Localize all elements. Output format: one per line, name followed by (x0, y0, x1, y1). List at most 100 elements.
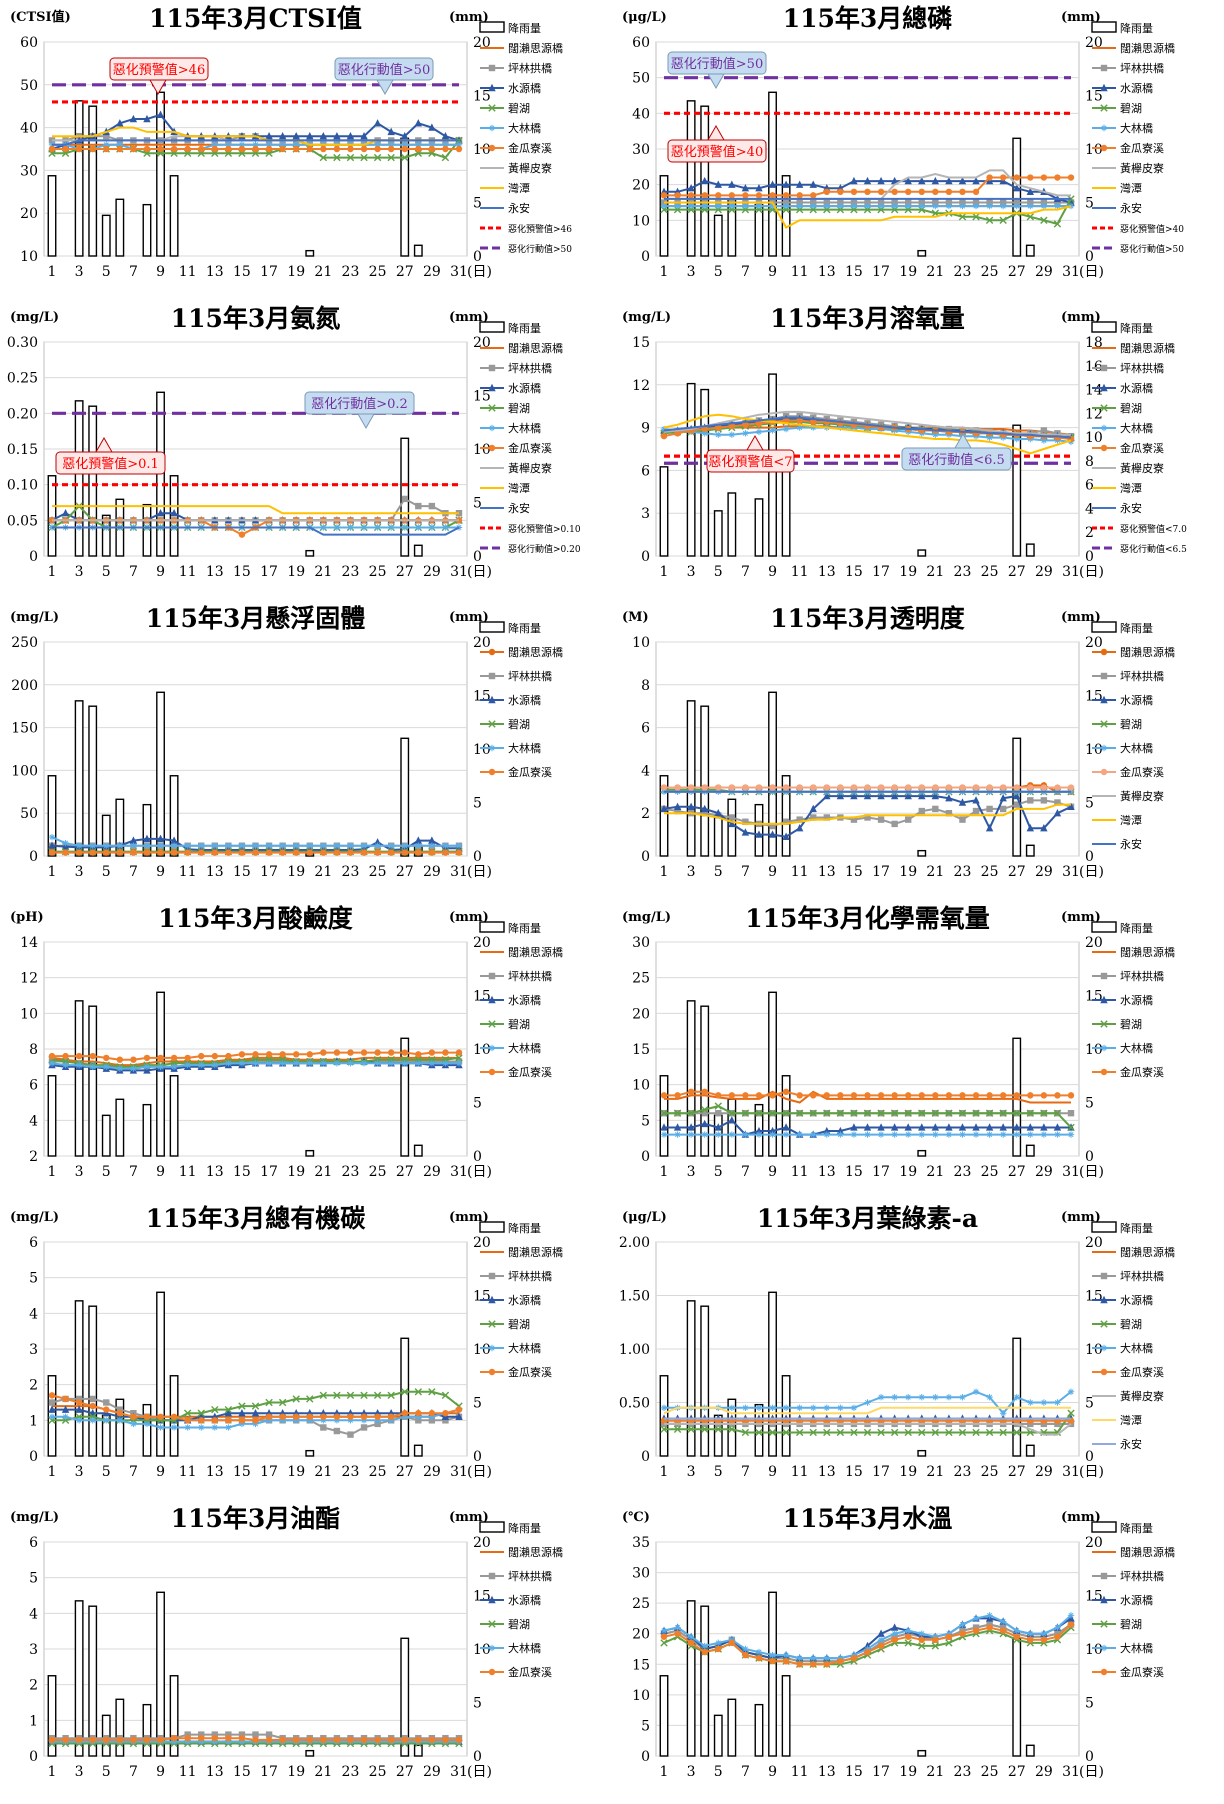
data-point (143, 145, 151, 153)
data-point (959, 784, 966, 791)
data-point (441, 131, 450, 140)
rain-tick-label: 0 (1085, 1749, 1094, 1765)
data-point (1054, 1624, 1061, 1631)
data-point (986, 1092, 993, 1099)
series-5 (48, 145, 463, 153)
legend-label: 金瓜寮溪 (1120, 765, 1164, 779)
legend-marker (1100, 768, 1108, 776)
chart-ph: 115年3月酸鹼度 (pH) (mm) 2 4 6 8 10 12 14 0 5 10 15 20 1 3 5 7 9… (0, 900, 612, 1204)
legend-rain-swatch (1091, 1221, 1117, 1233)
data-point (673, 802, 682, 810)
legend-label: 永安 (508, 201, 530, 215)
data-point (374, 1417, 381, 1424)
x-tick-label: 25 (369, 264, 387, 280)
data-point (184, 1417, 191, 1424)
y-unit-label: (pH) (10, 910, 44, 925)
legend-marker (1100, 1595, 1108, 1604)
data-point (823, 1131, 830, 1138)
legend-marker (1100, 1644, 1108, 1652)
data-point (252, 1060, 259, 1067)
data-point (103, 1417, 110, 1424)
chart-ctsi: 115年3月CTSI值 (CTSI值) (mm) 10 20 30 40 50 60 0 5 10 15… (0, 0, 612, 304)
rain-bar (727, 1398, 737, 1457)
series-line (663, 416, 1072, 439)
legend-label: 闊瀨思源橋 (1120, 341, 1175, 355)
data-point (728, 784, 736, 791)
rain-tick-label: 5 (1085, 1396, 1094, 1412)
data-point (252, 145, 259, 153)
data-point (224, 1409, 233, 1417)
data-point (891, 1393, 898, 1401)
data-point (972, 213, 980, 221)
data-point (837, 1658, 844, 1665)
legend-marker (1100, 144, 1108, 152)
data-point (103, 1054, 110, 1062)
y-tick-label: 1.50 (619, 1289, 650, 1305)
data-point (810, 192, 817, 199)
data-point (265, 1417, 273, 1424)
series-line (663, 1406, 1071, 1415)
legend-label: 金瓜寮溪 (1120, 1065, 1164, 1079)
x-tick-label: 17 (872, 564, 890, 580)
data-point (401, 1049, 408, 1056)
data-point (1026, 213, 1034, 221)
chart-title: 115年3月水溫 (783, 1504, 953, 1533)
data-point (279, 145, 286, 153)
data-point (891, 1630, 898, 1637)
data-point (932, 784, 939, 791)
x-tick-label: 15 (233, 564, 251, 580)
data-point (103, 849, 110, 856)
data-point (782, 1658, 790, 1665)
legend-marker (488, 64, 496, 72)
data-point (157, 1063, 164, 1071)
data-point (864, 188, 871, 195)
legend-label: 大林橋 (1120, 1641, 1153, 1655)
data-point (320, 1060, 327, 1067)
data-point (877, 1629, 885, 1637)
data-point (999, 174, 1007, 181)
rain-bar (400, 1337, 410, 1457)
legend-marker (488, 383, 496, 392)
legend-label: 灣潭 (1120, 1414, 1142, 1427)
rain-bar (686, 700, 696, 857)
data-point (1026, 1123, 1034, 1131)
data-point (279, 842, 286, 849)
data-point (1026, 823, 1034, 832)
y-tick-label: 12 (20, 971, 38, 987)
data-point (714, 1102, 722, 1110)
data-point (1054, 202, 1061, 210)
data-point (755, 1131, 763, 1138)
legend-marker (1100, 1572, 1108, 1580)
data-point (728, 1639, 736, 1647)
data-point (116, 119, 124, 127)
series-5 (660, 174, 1075, 199)
data-point (130, 1065, 137, 1072)
data-point (347, 842, 354, 849)
y-tick-label: 1.00 (619, 1342, 650, 1358)
legend-marker (1100, 1668, 1108, 1676)
x-tick-label: 23 (954, 1164, 972, 1180)
legend: 降雨量闊瀨思源橋坪林拱橋水源橋碧湖大林橋金瓜寮溪黃櫸皮寮灣潭永安惡化預警值>40… (1091, 21, 1184, 255)
data-point (428, 141, 436, 148)
data-point (306, 1417, 313, 1424)
data-point (1027, 1420, 1034, 1428)
legend-label: 大林橋 (1120, 741, 1153, 755)
data-point (455, 842, 463, 849)
y-tick-label: 30 (632, 1566, 650, 1582)
data-point (877, 791, 885, 800)
data-point (755, 1648, 763, 1656)
data-point (157, 1424, 164, 1431)
data-point (238, 849, 246, 856)
data-point (225, 1417, 232, 1424)
data-point (265, 1731, 273, 1738)
data-point (877, 1428, 885, 1437)
data-point (714, 1425, 722, 1433)
x-tick-label: 1 (48, 564, 57, 580)
data-point (674, 202, 681, 210)
data-point (116, 145, 124, 153)
data-point (755, 1092, 763, 1099)
data-point (1054, 174, 1061, 181)
data-point (156, 509, 165, 517)
